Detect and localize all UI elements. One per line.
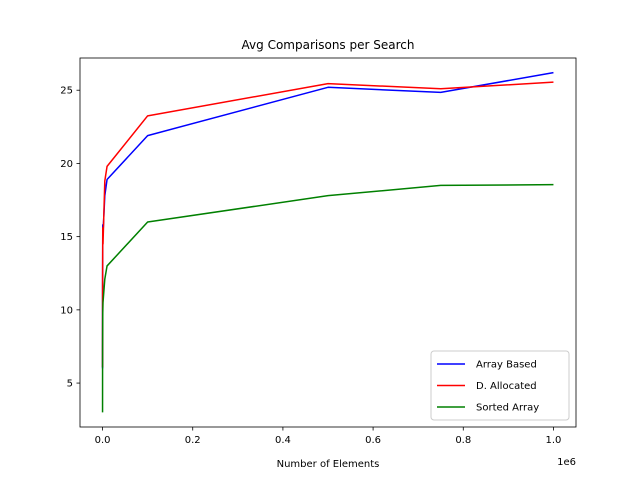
y-tick-label: 5 xyxy=(67,379,73,390)
legend: Array Based D. Allocated Sorted Array xyxy=(430,350,570,421)
x-tick-label: 0.2 xyxy=(185,435,201,446)
x-tick-label: 1.0 xyxy=(546,435,562,446)
x-axis: 0.0 0.2 0.4 0.6 0.8 1.0 xyxy=(95,427,562,446)
x-tick-label: 0.8 xyxy=(455,435,471,446)
legend-label-sorted-array: Sorted Array xyxy=(476,403,539,414)
x-axis-label: Number of Elements xyxy=(277,459,380,470)
y-tick-label: 25 xyxy=(60,86,73,97)
legend-label-array-based: Array Based xyxy=(476,360,537,371)
x-tick-label: 0.6 xyxy=(365,435,381,446)
y-tick-label: 20 xyxy=(60,159,73,170)
legend-frame xyxy=(430,350,570,421)
x-axis-offset-label: 1e6 xyxy=(557,457,576,468)
series-line-sorted-array xyxy=(101,183,554,413)
plot-frame xyxy=(79,57,577,428)
x-tick-label: 0.0 xyxy=(95,435,111,446)
y-tick-label: 15 xyxy=(60,232,73,243)
chart-title: Avg Comparisons per Search xyxy=(242,38,415,52)
x-tick-label: 0.4 xyxy=(275,435,291,446)
y-tick-label: 10 xyxy=(60,305,73,316)
y-axis: 5 10 15 20 25 xyxy=(60,86,80,390)
legend-label-d-allocated: D. Allocated xyxy=(476,381,537,392)
series-line-d-allocated xyxy=(101,81,554,367)
series-layer xyxy=(101,71,554,413)
